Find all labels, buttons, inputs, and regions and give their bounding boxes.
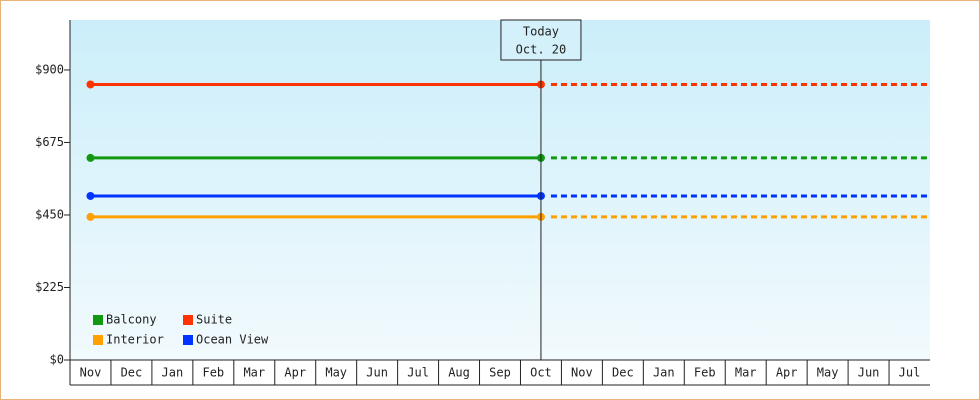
x-tick-label: Jun <box>366 366 388 380</box>
x-tick-label: Jan <box>653 366 675 380</box>
x-tick-label: Dec <box>612 366 634 380</box>
point <box>86 153 95 162</box>
x-tick-label: Feb <box>694 366 716 380</box>
x-tick-label: Apr <box>284 366 306 380</box>
today-box <box>500 19 582 61</box>
x-tick-label: Jul <box>407 366 429 380</box>
legend-swatch <box>183 335 193 345</box>
x-tick-label: Jun <box>858 366 880 380</box>
x-tick-label: May <box>325 366 347 380</box>
x-tick-label: Mar <box>243 366 265 380</box>
y-tick-label: $450 <box>35 207 64 221</box>
today-label: Oct. 20 <box>516 43 567 57</box>
legend-label: Balcony <box>106 313 157 327</box>
x-tick-label: Jan <box>162 366 184 380</box>
x-tick-label: Nov <box>80 366 102 380</box>
y-tick-label: $675 <box>35 135 64 149</box>
x-tick-label: Jul <box>899 366 921 380</box>
legend-label: Interior <box>106 333 164 347</box>
x-tick-label: Nov <box>571 366 593 380</box>
x-tick-label: Oct <box>530 366 552 380</box>
y-tick-label: $0 <box>50 353 64 367</box>
legend-label: Ocean View <box>196 333 269 347</box>
legend-label: Suite <box>196 313 232 327</box>
point <box>86 212 95 221</box>
y-tick-label: $900 <box>35 62 64 76</box>
legend-swatch <box>93 315 103 325</box>
y-tick-label: $225 <box>35 280 64 294</box>
x-tick-label: Aug <box>448 366 470 380</box>
x-tick-label: Dec <box>121 366 143 380</box>
x-tick-label: Apr <box>776 366 798 380</box>
today-label: Today <box>523 25 559 39</box>
x-tick-label: May <box>817 366 839 380</box>
legend-swatch <box>183 315 193 325</box>
x-tick-label: Feb <box>202 366 224 380</box>
legend-swatch <box>93 335 103 345</box>
x-tick-label: Mar <box>735 366 757 380</box>
point <box>86 80 95 89</box>
x-tick-label: Sep <box>489 366 511 380</box>
point <box>86 191 95 200</box>
plot-area <box>70 20 930 360</box>
